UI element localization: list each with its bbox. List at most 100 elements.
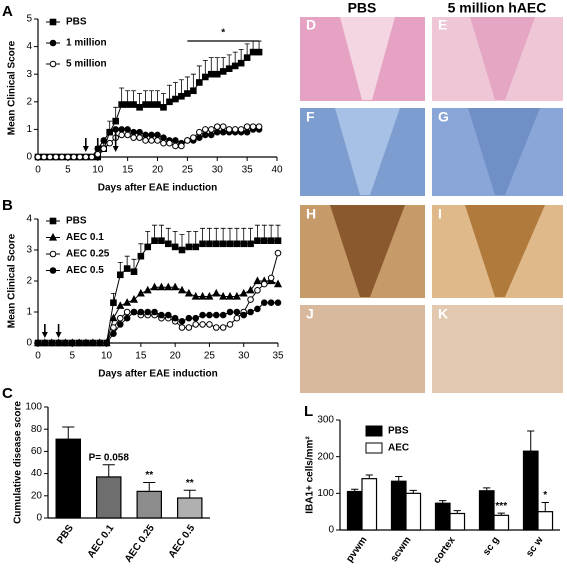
x-axis-label: Days after EAE induction <box>98 369 217 380</box>
error-bar <box>62 426 75 440</box>
y-tick-label: 1 <box>26 307 32 318</box>
marker <box>148 101 155 108</box>
x-axis-label: Days after EAE induction <box>98 183 217 194</box>
marker <box>123 314 131 322</box>
x-tick-label: 25 <box>204 351 216 362</box>
marker <box>166 98 173 106</box>
marker <box>137 308 145 316</box>
marker <box>260 237 268 244</box>
x-tick-label: 20 <box>152 165 164 176</box>
marker <box>225 126 233 133</box>
marker <box>243 128 251 136</box>
error-bar <box>365 474 373 479</box>
marker <box>219 123 227 130</box>
marker <box>136 288 145 297</box>
marker <box>116 301 125 309</box>
marker <box>160 139 167 147</box>
y-tick-label: 80 <box>31 424 43 435</box>
y-tick-label: 200 <box>317 451 334 462</box>
legend-label: PBS <box>66 216 87 227</box>
marker <box>192 314 200 322</box>
image-label: D <box>306 17 316 33</box>
marker <box>142 131 149 139</box>
legend-label: 5 million <box>66 59 107 70</box>
marker <box>254 237 261 244</box>
bar <box>55 438 81 519</box>
marker <box>196 134 203 141</box>
y-tick-label: 40 <box>31 468 43 479</box>
marker <box>82 153 90 161</box>
marker <box>158 311 165 319</box>
marker <box>237 59 245 67</box>
x-tick-label: 20 <box>170 351 182 362</box>
marker <box>178 324 186 331</box>
image-label: K <box>438 306 448 322</box>
marker <box>219 324 227 331</box>
marker <box>243 123 251 130</box>
marker <box>247 308 254 316</box>
marker <box>143 285 152 294</box>
x-tick-label: 15 <box>122 165 134 176</box>
marker <box>207 126 215 133</box>
marker <box>172 95 179 103</box>
marker <box>196 79 203 86</box>
marker <box>123 308 131 316</box>
marker <box>225 65 233 72</box>
marker <box>110 299 117 306</box>
marker <box>123 298 132 306</box>
marker <box>130 128 137 136</box>
x-tick-label: AEC 0.1 <box>86 523 117 561</box>
image-header: PBS <box>348 0 377 16</box>
marker <box>48 339 56 347</box>
marker <box>151 237 158 244</box>
marker <box>129 295 139 303</box>
bar <box>537 511 554 531</box>
y-tick-label: 20 <box>31 490 43 501</box>
marker <box>106 128 113 136</box>
marker <box>233 240 241 248</box>
marker <box>112 117 119 125</box>
marker <box>232 291 241 300</box>
marker <box>199 240 206 248</box>
legend-marker <box>49 39 57 47</box>
x-tick-label: cortex <box>431 535 457 566</box>
bar <box>177 497 203 519</box>
marker <box>116 271 124 279</box>
y-tick-label: 100 <box>25 402 42 413</box>
marker <box>46 153 54 161</box>
x-tick-label: 35 <box>242 165 254 176</box>
marker <box>62 339 69 347</box>
marker <box>274 299 282 307</box>
marker <box>184 90 191 97</box>
marker <box>41 339 49 347</box>
bar <box>449 512 466 531</box>
panel-label: C <box>2 385 13 402</box>
legend-marker <box>49 60 57 68</box>
marker <box>226 240 234 248</box>
y-tick-label: 5 <box>26 14 32 25</box>
marker <box>202 126 209 133</box>
y-tick-label: 60 <box>31 446 43 457</box>
x-tick-label: 25 <box>182 165 194 176</box>
histology-region <box>330 205 405 297</box>
y-tick-label: 4 <box>26 214 32 225</box>
marker <box>178 246 186 254</box>
marker <box>116 314 124 322</box>
y-tick-label: 0 <box>26 152 32 163</box>
bar-annotation: ** <box>145 470 153 481</box>
marker <box>96 339 104 347</box>
marker <box>260 280 268 288</box>
marker <box>136 104 143 111</box>
x-tick-label: 30 <box>212 165 224 176</box>
image-header: 5 million hAEC <box>448 0 547 16</box>
marker <box>226 321 234 328</box>
marker <box>185 324 193 331</box>
marker <box>109 313 118 322</box>
marker <box>171 243 179 251</box>
error-bar <box>541 502 549 512</box>
marker <box>164 311 172 319</box>
x-tick-label: scwm <box>389 535 414 564</box>
marker <box>213 70 221 78</box>
marker <box>254 287 261 294</box>
marker <box>136 128 143 136</box>
